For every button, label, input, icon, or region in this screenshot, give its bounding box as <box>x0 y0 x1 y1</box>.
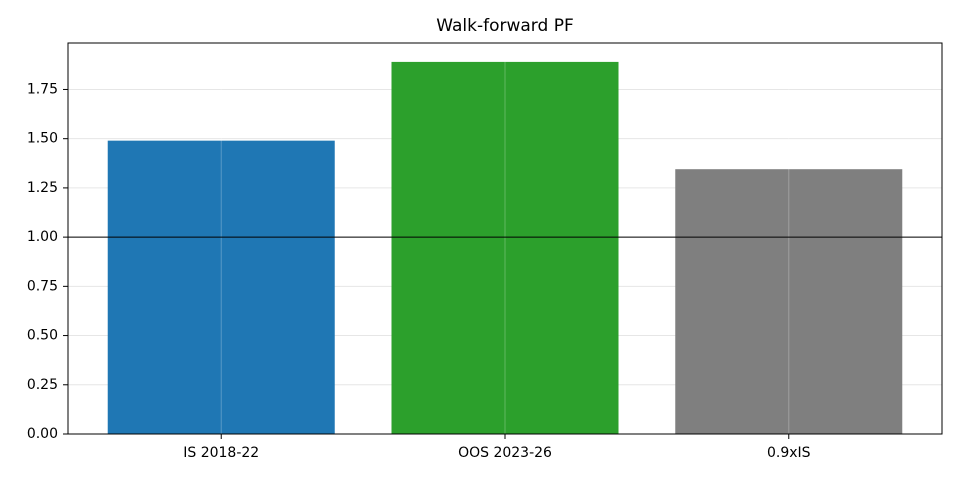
y-tick-label: 0.50 <box>27 328 58 344</box>
y-tick-label: 0.00 <box>27 426 58 442</box>
x-tick-label: 0.9xIS <box>767 445 811 461</box>
y-tick-label: 1.75 <box>27 81 58 97</box>
x-tick-label: OOS 2023-26 <box>458 445 552 461</box>
y-tick-label: 1.00 <box>27 229 58 245</box>
bar <box>391 61 619 435</box>
bar <box>675 169 903 434</box>
plot-frame <box>67 42 943 435</box>
bar <box>107 140 335 435</box>
x-tick-label: IS 2018-22 <box>183 445 259 461</box>
chart-title: Walk-forward PF <box>436 16 573 36</box>
y-tick-label: 0.75 <box>27 278 58 294</box>
y-tick-label: 1.25 <box>27 180 58 196</box>
y-tick-label: 0.25 <box>27 377 58 393</box>
y-tick-label: 1.50 <box>27 131 58 147</box>
